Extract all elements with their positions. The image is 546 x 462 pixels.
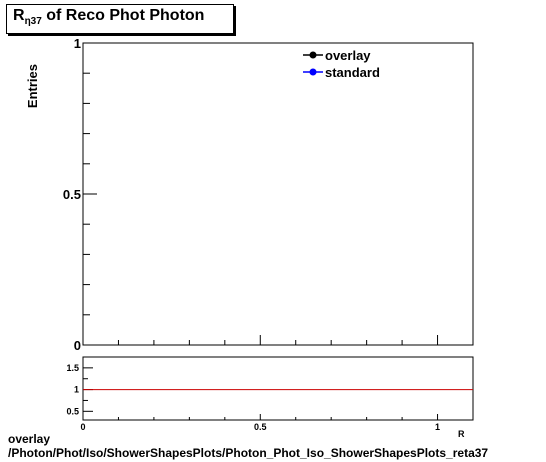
ratio-x-tick-label: 0 xyxy=(80,422,85,432)
ratio-x-tick-label: 0.5 xyxy=(254,422,267,432)
ratio-y-tick-label: 1.5 xyxy=(66,363,79,373)
y-tick-label: 0.5 xyxy=(63,187,81,202)
main-x-ticks xyxy=(82,335,474,345)
y-tick-label: 1 xyxy=(74,36,81,51)
ratio-y-tick-label: 1 xyxy=(74,385,79,395)
main-y-ticks: 00.51 xyxy=(63,36,97,353)
footer-path: /Photon/Phot/Iso/ShowerShapesPlots/Photo… xyxy=(8,446,489,460)
footer-label: overlay xyxy=(8,432,51,446)
x-axis-label: R xyxy=(458,429,465,439)
chart-title-box: Rη37 of Reco Phot Photon xyxy=(6,4,234,34)
legend-label-overlay: overlay xyxy=(325,48,371,63)
legend-marker-overlay xyxy=(309,51,317,59)
ratio-plot-frame xyxy=(82,356,474,421)
ratio-x-tick-label: 1 xyxy=(435,422,440,432)
ratio-x-ticks: 0 0.5 1 xyxy=(80,414,474,432)
legend: overlay standard xyxy=(303,48,380,80)
y-axis-label: Entries xyxy=(25,64,40,108)
y-tick-label: 0 xyxy=(74,338,81,353)
main-plot-frame xyxy=(82,42,474,346)
legend-marker-standard xyxy=(309,68,317,76)
ratio-y-tick-label: 0.5 xyxy=(66,406,79,416)
chart-title: Rη37 of Reco Phot Photon xyxy=(13,7,205,28)
legend-label-standard: standard xyxy=(325,65,380,80)
